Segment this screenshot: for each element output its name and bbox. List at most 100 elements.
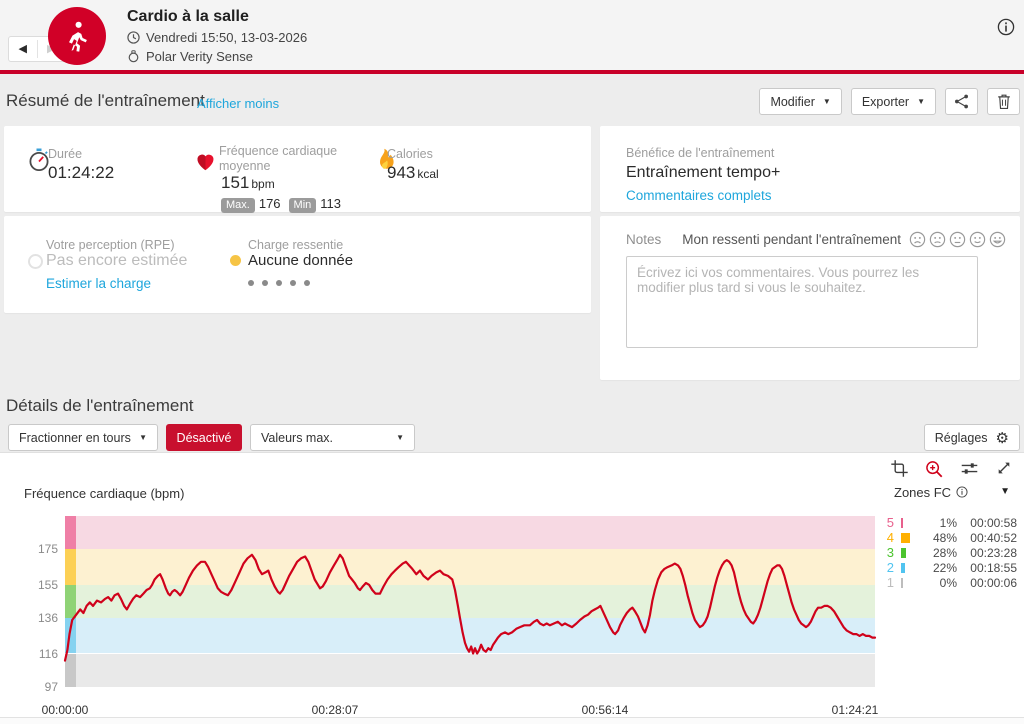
page-header: ◀ ▶ Cardio à la salle Vendredi 15:50, 13… [0, 0, 1024, 70]
zone-time: 00:23:28 [970, 545, 1017, 560]
arrow-left-icon: ◀ [18, 43, 27, 55]
mood-very-happy-icon[interactable] [989, 231, 1006, 248]
estimate-load-link[interactable]: Estimer la charge [46, 276, 152, 291]
show-less-link[interactable]: Afficher moins [197, 96, 280, 111]
delete-button[interactable] [987, 88, 1020, 115]
rpe-card: Votre perception (RPE) Pas encore estimé… [4, 216, 591, 313]
stats-card: Durée 01:24:22 Fréquence cardiaque moyen… [4, 126, 591, 213]
hr-label: Fréquence cardiaque moyenne [219, 144, 338, 173]
y-tick-label: 155 [37, 577, 58, 592]
rpe-circle-icon [28, 254, 43, 269]
chart-title: Fréquence cardiaque (bpm) [24, 486, 185, 501]
zone-percent: 22% [932, 560, 957, 575]
zone-percent: 1% [939, 515, 957, 530]
expand-chart-button[interactable] [994, 459, 1014, 479]
hr-zone-row-4: 4 48% 00:40:52 [880, 530, 1020, 545]
bottom-scroll-strip[interactable] [0, 717, 1024, 724]
zoom-in-button[interactable] [924, 459, 944, 479]
settings-button[interactable]: Réglages ⚙ [923, 424, 1020, 451]
full-feedback-link[interactable]: Commentaires complets [626, 188, 772, 203]
hr-chart-plot[interactable] [63, 516, 877, 687]
expand-icon [998, 462, 1010, 474]
hr-zone-band-5 [65, 516, 875, 550]
sliders-icon [961, 463, 977, 474]
mood-faces [909, 231, 1006, 248]
zone-number: 3 [886, 545, 894, 560]
notes-prompt: Mon ressenti pendant l'entraînement [682, 232, 901, 247]
zone-time: 00:00:58 [970, 515, 1017, 530]
y-tick-label: 97 [44, 680, 58, 694]
hr-zones-title: Zones FC [894, 484, 952, 500]
info-icon[interactable] [956, 486, 968, 498]
gear-icon: ⚙ [995, 428, 1009, 447]
hr-min-value: 113 [320, 196, 342, 211]
notes-prompt-row: Mon ressenti pendant l'entraînement [682, 231, 1006, 248]
crop-selection-button[interactable] [889, 459, 909, 479]
session-title-block: Cardio à la salle Vendredi 15:50, 13-03-… [127, 8, 307, 64]
zoom-in-icon [926, 461, 943, 478]
hr-zone-row-5: 5 1% 00:00:58 [880, 515, 1020, 530]
export-button[interactable]: Exporter ▼ [850, 88, 936, 115]
zone-number: 4 [886, 530, 894, 545]
x-tick-label: 00:56:14 [581, 703, 629, 717]
mood-happy-icon[interactable] [969, 231, 986, 248]
benefit-label: Bénéfice de l'entraînement [626, 146, 775, 160]
laps-disabled-button[interactable]: Désactivé [166, 424, 242, 451]
session-device: Polar Verity Sense [146, 49, 253, 64]
mood-neutral-icon[interactable] [949, 231, 966, 248]
felt-load-value: Aucune donnée [248, 252, 354, 269]
hr-zone-strip-4 [65, 549, 76, 585]
hr-max-value: 176 [258, 196, 281, 211]
duration-value: 01:24:22 [48, 163, 115, 182]
mood-very-sad-icon[interactable] [909, 231, 926, 248]
values-select[interactable]: Valeurs max. ▼ [250, 424, 415, 451]
nav-divider [36, 40, 38, 58]
hr-zones-panel: Zones FC ▼ 5 1% 00:00:58 4 48% 00:40:52 3 28% 00… [880, 483, 1020, 591]
mood-sad-icon[interactable] [929, 231, 946, 248]
notes-textarea[interactable] [626, 256, 978, 348]
session-device-row: Polar Verity Sense [127, 49, 307, 64]
hr-zone-strip-5 [65, 516, 76, 550]
hr-value: 151 [221, 173, 250, 192]
calories-unit: kcal [417, 167, 439, 181]
hr-chart-panel: Fréquence cardiaque (bpm) 175 155 136 116 97… [0, 452, 1024, 718]
calories-label: Calories [387, 147, 433, 161]
felt-load-scale-dots [248, 280, 310, 286]
hr-zone-row-3: 3 28% 00:23:28 [880, 545, 1020, 560]
modify-button[interactable]: Modifier ▼ [759, 88, 842, 115]
zone-number: 2 [886, 560, 894, 575]
zone-time: 00:40:52 [970, 530, 1017, 545]
zone-bar [901, 562, 905, 573]
brand-divider [0, 70, 1024, 74]
hr-zone-strip-3 [65, 584, 76, 619]
stopwatch-icon [29, 148, 49, 172]
session-title: Cardio à la salle [127, 8, 249, 25]
caret-down-icon: ▼ [917, 97, 925, 106]
zone-bar [901, 517, 903, 528]
calories-value: 943 [387, 163, 416, 182]
heart-icon [197, 154, 214, 171]
hr-zones-list: 5 1% 00:00:58 4 48% 00:40:52 3 28% 00:23:28 2 22% 0… [880, 515, 1020, 590]
hr-minmax-row: Max. 176 Min 113 [221, 195, 349, 213]
info-button[interactable] [996, 18, 1016, 38]
caret-down-icon[interactable]: ▼ [1000, 486, 1010, 497]
zone-percent: 0% [939, 575, 957, 590]
duration-label: Durée [48, 147, 83, 161]
zone-time: 00:00:06 [970, 575, 1017, 590]
hr-line-chart [63, 553, 877, 662]
rpe-value: Pas encore estimée [46, 252, 188, 269]
y-tick-label: 136 [37, 611, 58, 626]
summary-title: Résumé de l'entraînement [6, 91, 205, 110]
calories-value-row: 943 kcal [387, 163, 439, 183]
felt-load-label: Charge ressentie [248, 238, 344, 252]
hr-series-line [63, 553, 877, 662]
chart-options-button[interactable] [959, 459, 979, 479]
notes-card: Notes Mon ressenti pendant l'entraînemen… [600, 216, 1020, 380]
prev-session-button[interactable]: ◀ [9, 37, 37, 61]
share-button[interactable] [945, 88, 978, 115]
felt-load-dot-icon [230, 255, 241, 266]
modify-button-label: Modifier [770, 94, 815, 109]
split-laps-dropdown[interactable]: Fractionner en tours ▼ [8, 424, 158, 451]
crop-icon [890, 460, 908, 477]
